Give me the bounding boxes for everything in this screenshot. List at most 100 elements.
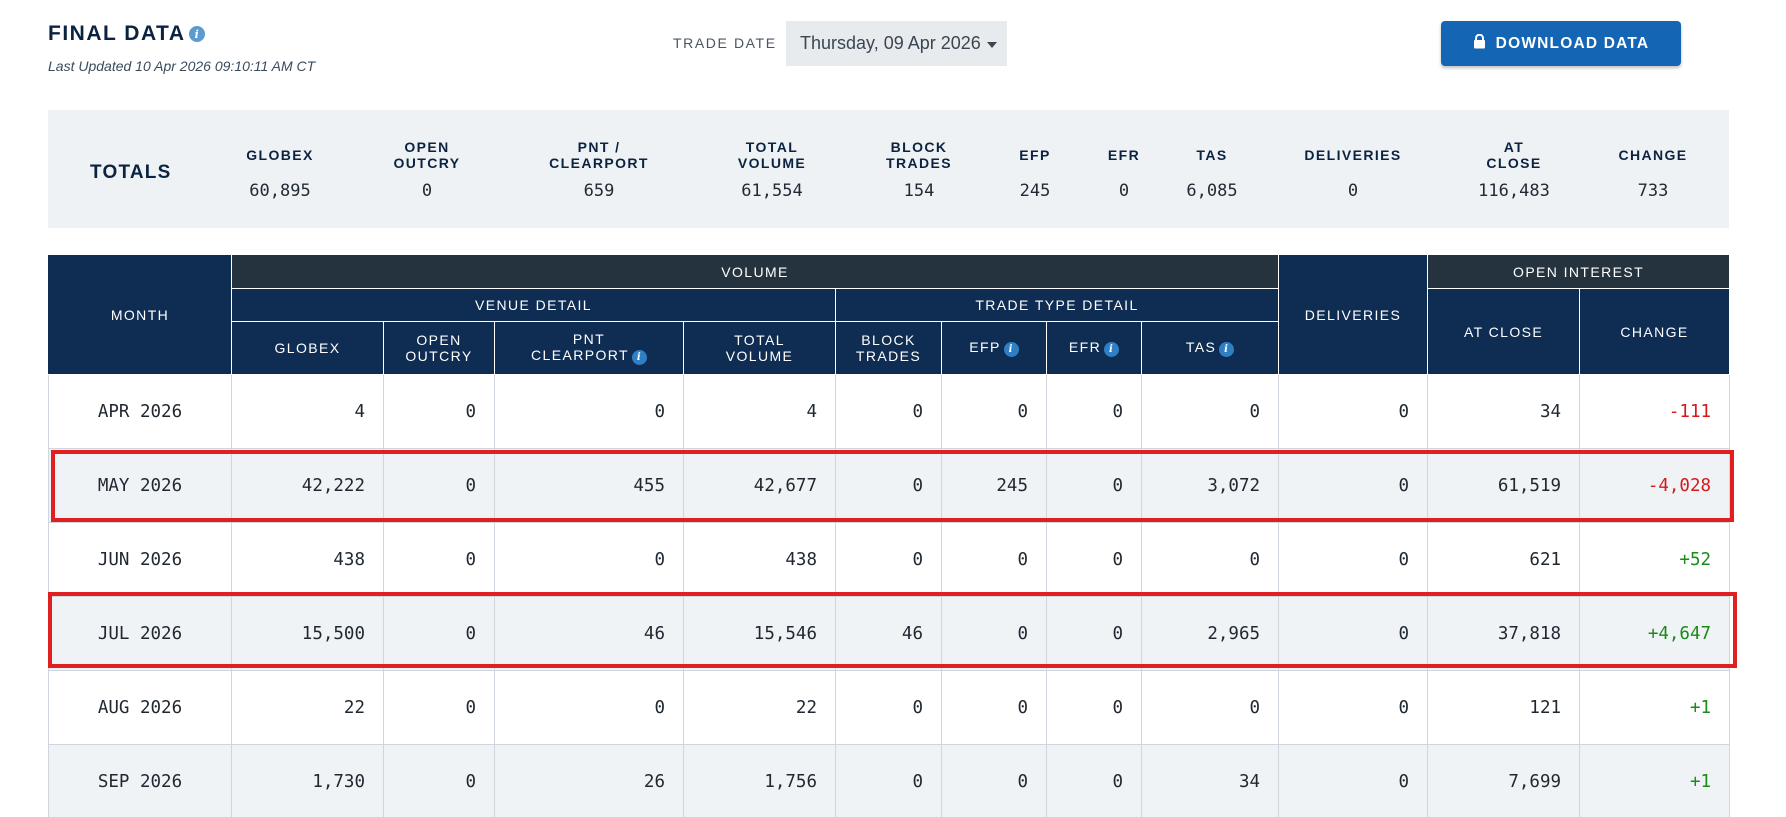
at-close-column-header: AT CLOSE — [1427, 288, 1581, 375]
total-volume-cell: 438 — [683, 522, 836, 597]
totals-header-line: GLOBEX — [246, 147, 314, 163]
header-line: OPEN — [416, 332, 462, 348]
table-row: JUL 2026 15,500 0 46 15,546 46 0 0 2,965… — [48, 596, 1731, 671]
trade-date-dropdown[interactable]: Thursday, 09 Apr 2026 — [786, 21, 1007, 66]
totals-value: 0 — [421, 181, 433, 201]
deliveries-cell: 0 — [1278, 448, 1429, 523]
tas-cell: 2,965 — [1140, 596, 1280, 671]
pnt-clearport-cell: 46 — [494, 596, 684, 671]
totals-value: 0 — [1118, 181, 1130, 201]
deliveries-column-header: DELIVERIES — [1278, 254, 1429, 375]
pnt-clearport-cell: 0 — [494, 522, 684, 597]
total-volume-cell: 15,546 — [683, 596, 836, 671]
totals-header-line: TRADES — [886, 155, 952, 171]
totals-value: 659 — [583, 181, 615, 201]
totals-header: PNT / CLEARPORT — [549, 139, 649, 171]
month-cell: SEP 2026 — [48, 744, 232, 817]
info-icon[interactable]: i — [189, 26, 206, 42]
caret-down-icon — [986, 41, 997, 48]
month-cell: AUG 2026 — [48, 670, 232, 745]
totals-header-line: OPEN — [404, 139, 450, 155]
totals-value: 733 — [1637, 181, 1669, 201]
header-line: OUTCRY — [405, 348, 473, 364]
totals-value: 6,085 — [1186, 181, 1238, 201]
pnt-clearport-cell: 0 — [494, 374, 684, 449]
efp-cell: 0 — [941, 670, 1047, 745]
header-line: PNT — [572, 330, 606, 347]
totals-header: TOTAL VOLUME — [738, 139, 806, 171]
efr-cell: 0 — [1046, 374, 1142, 449]
change-cell: +4,647 — [1579, 596, 1731, 671]
download-data-label: DOWNLOAD DATA — [1495, 34, 1650, 52]
block-trades-cell: 46 — [835, 596, 942, 671]
efr-cell: 0 — [1046, 448, 1142, 523]
change-cell: -4,028 — [1579, 448, 1731, 523]
tas-cell: 3,072 — [1140, 448, 1280, 523]
open-outcry-cell: 0 — [383, 448, 495, 523]
globex-cell: 22 — [231, 670, 384, 745]
info-icon[interactable]: i — [1104, 342, 1120, 358]
last-updated-text: Last Updated 10 Apr 2026 09:10:11 AM CT — [48, 58, 316, 74]
download-data-button[interactable]: DOWNLOAD DATA — [1441, 21, 1681, 66]
globex-cell: 4 — [231, 374, 384, 449]
totals-header: AT CLOSE — [1486, 139, 1541, 171]
globex-cell: 15,500 — [231, 596, 384, 671]
header-line: EFP — [969, 338, 1001, 355]
tas-cell: 0 — [1140, 374, 1280, 449]
globex-cell: 438 — [231, 522, 384, 597]
change-cell: -111 — [1579, 374, 1731, 449]
deliveries-cell: 0 — [1278, 596, 1429, 671]
efr-cell: 0 — [1046, 670, 1142, 745]
efp-cell: 0 — [941, 374, 1047, 449]
change-cell: +1 — [1579, 744, 1731, 817]
deliveries-cell: 0 — [1278, 670, 1429, 745]
lock-icon — [1473, 33, 1486, 54]
totals-value: 116,483 — [1478, 181, 1550, 201]
totals-header: EFP — [1019, 147, 1050, 163]
tas-cell: 0 — [1140, 522, 1280, 597]
info-icon[interactable]: i — [631, 350, 647, 366]
change-cell: +52 — [1579, 522, 1731, 597]
page-title-text: FINAL DATA — [48, 22, 186, 45]
info-icon[interactable]: i — [1219, 342, 1235, 358]
tas-column-header: TAS i — [1140, 321, 1280, 375]
efr-column-header: EFR i — [1046, 321, 1142, 375]
totals-header-line: OUTCRY — [393, 155, 461, 171]
header-line: TOTAL — [734, 332, 785, 348]
totals-header: TAS — [1196, 147, 1227, 163]
page-header: FINAL DATA i Last Updated 10 Apr 2026 09… — [48, 0, 1728, 100]
totals-value: 245 — [1019, 181, 1051, 201]
globex-column-header: GLOBEX — [231, 321, 384, 375]
globex-cell: 1,730 — [231, 744, 384, 817]
page-title: FINAL DATA i — [48, 22, 206, 46]
total-volume-cell: 22 — [683, 670, 836, 745]
efp-cell: 0 — [941, 596, 1047, 671]
deliveries-cell: 0 — [1278, 744, 1429, 817]
info-icon[interactable]: i — [1003, 342, 1019, 358]
open-outcry-cell: 0 — [383, 374, 495, 449]
header-line: TRADES — [855, 348, 922, 364]
change-cell: +1 — [1579, 670, 1731, 745]
trade-date-value: Thursday, 09 Apr 2026 — [800, 33, 981, 53]
efp-cell: 0 — [941, 744, 1047, 817]
table-row: AUG 2026 22 0 0 22 0 0 0 0 0 121 +1 — [48, 670, 1731, 745]
totals-label: TOTALS — [90, 162, 172, 183]
totals-value: 60,895 — [249, 181, 311, 201]
at-close-cell: 7,699 — [1427, 744, 1581, 817]
total-volume-cell: 4 — [683, 374, 836, 449]
venue-detail-header: VENUE DETAIL — [231, 288, 836, 322]
pnt-clearport-cell: 455 — [494, 448, 684, 523]
totals-header: DELIVERIES — [1304, 147, 1401, 163]
totals-header: GLOBEX — [246, 147, 314, 163]
totals-header-line: CHANGE — [1618, 147, 1688, 163]
totals-header-line: CLEARPORT — [549, 155, 649, 171]
block-trades-column-header: BLOCK TRADES — [835, 321, 942, 375]
totals-header-line: PNT / — [577, 139, 621, 155]
totals-value: 154 — [903, 181, 935, 201]
totals-header-line: TOTAL — [745, 139, 799, 155]
pnt-clearport-column-header: PNT CLEARPORT i — [494, 321, 684, 375]
volume-table: MONTH VOLUME DELIVERIES OPEN INTEREST VE… — [48, 254, 1731, 817]
month-cell: JUN 2026 — [48, 522, 232, 597]
header-line: EFR — [1068, 338, 1102, 355]
block-trades-cell: 0 — [835, 744, 942, 817]
